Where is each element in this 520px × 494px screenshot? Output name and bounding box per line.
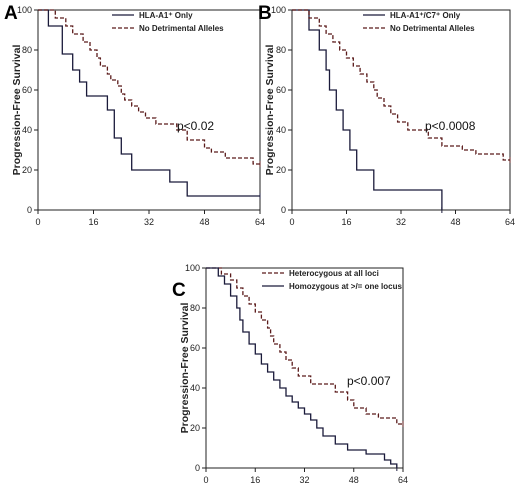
series-line-solid <box>206 267 398 468</box>
x-tick-label: 32 <box>396 217 406 227</box>
y-tick-label: 100 <box>17 5 32 15</box>
legend-entry: Heterocygous at all loci <box>289 269 379 278</box>
y-axis-label: Progression-Free Survival <box>179 303 191 434</box>
y-tick-label: 0 <box>27 205 32 215</box>
x-tick-label: 16 <box>341 217 351 227</box>
x-tick-label: 16 <box>250 475 260 485</box>
chart-panel-b: B 0 20 40 60 80 100 0 16 32 48 64 Progression-Free S… <box>258 3 515 227</box>
y-tick-label: 100 <box>185 263 200 273</box>
panel-letter: A <box>4 3 18 24</box>
x-tick-label: 64 <box>505 217 515 227</box>
y-tick-label: 0 <box>195 463 200 473</box>
x-tick-label: 16 <box>88 217 98 227</box>
panel-letter: C <box>172 280 186 301</box>
x-tick-label: 48 <box>450 217 460 227</box>
x-tick-label: 32 <box>299 475 309 485</box>
y-tick-label: 60 <box>190 343 200 353</box>
legend-entry: HLA-A1⁺ Only <box>139 11 193 20</box>
series-line-dashed <box>292 9 510 161</box>
panel-letter: B <box>258 3 272 24</box>
series-line-solid <box>292 9 443 210</box>
y-axis-label: Progression-Free Survival <box>264 45 276 176</box>
y-tick-label: 80 <box>276 45 286 55</box>
y-tick-label: 80 <box>22 45 32 55</box>
p-value-annotation: p<0.007 <box>347 374 391 388</box>
y-axis-label: Progression-Free Survival <box>11 45 23 176</box>
series-line-solid <box>38 9 260 197</box>
plot-frame <box>291 9 511 211</box>
chart-panel-a: A 0 20 40 60 80 100 0 16 32 48 64 Progression-Free S… <box>4 3 265 227</box>
x-tick-label: 48 <box>199 217 209 227</box>
legend-entry: No Detrimental Alleles <box>139 24 224 33</box>
y-tick-label: 60 <box>22 85 32 95</box>
x-tick-label: 48 <box>349 475 359 485</box>
y-tick-label: 20 <box>22 165 32 175</box>
legend-entry: No Detrimental Alleles <box>390 24 475 33</box>
p-value-annotation: p<0.0008 <box>425 119 476 133</box>
y-tick-label: 40 <box>190 383 200 393</box>
legend-entry: HLA-A1⁺/C7⁺ Only <box>390 11 461 20</box>
y-tick-label: 20 <box>276 165 286 175</box>
x-tick-label: 32 <box>144 217 154 227</box>
x-tick-label: 64 <box>398 475 408 485</box>
y-tick-label: 40 <box>276 125 286 135</box>
x-tick-label: 0 <box>289 217 294 227</box>
legend-entry: Homozygous at >/= one locus <box>289 282 402 291</box>
chart-panel-c: C 0 20 40 60 80 100 0 16 32 48 64 Progression-Free S… <box>172 263 408 485</box>
plot-frame <box>205 267 404 469</box>
plot-frame <box>37 9 261 211</box>
y-tick-label: 20 <box>190 423 200 433</box>
p-value-annotation: p<0.02 <box>177 119 214 133</box>
series-line-dashed <box>206 267 403 425</box>
series-line-dashed <box>38 9 260 165</box>
y-tick-label: 0 <box>281 205 286 215</box>
x-tick-label: 0 <box>203 475 208 485</box>
x-tick-label: 64 <box>255 217 265 227</box>
y-tick-label: 60 <box>276 85 286 95</box>
y-tick-label: 100 <box>271 5 286 15</box>
x-tick-label: 0 <box>35 217 40 227</box>
y-tick-label: 40 <box>22 125 32 135</box>
y-tick-label: 80 <box>190 303 200 313</box>
